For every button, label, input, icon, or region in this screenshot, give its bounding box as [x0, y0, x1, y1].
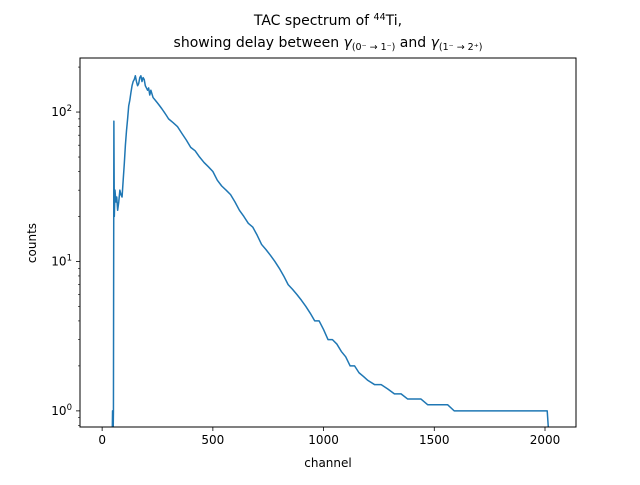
x-tick-label: 1000 — [308, 433, 339, 447]
y-tick-label: 100 — [51, 403, 72, 418]
series-line-0 — [111, 74, 550, 427]
axis-ticks: 0 500 1000 1500 2000 100 101 102 — [51, 66, 561, 447]
y-tick-label: 101 — [51, 253, 72, 268]
plot-area — [111, 74, 550, 427]
chart-title-line1: TAC spectrum of 44Ti, — [253, 12, 402, 29]
x-tick-label: 1500 — [419, 433, 450, 447]
x-tick-label: 0 — [98, 433, 106, 447]
x-tick-label: 2000 — [530, 433, 561, 447]
x-axis-label: channel — [304, 456, 351, 470]
chart-title-line2: showing delay between γ(0⁻ → 1⁻) and γ(1… — [174, 35, 483, 53]
y-tick-label: 102 — [51, 104, 72, 119]
plot-frame — [79, 57, 577, 428]
y-axis-label: counts — [25, 223, 39, 263]
x-tick-label: 500 — [201, 433, 224, 447]
